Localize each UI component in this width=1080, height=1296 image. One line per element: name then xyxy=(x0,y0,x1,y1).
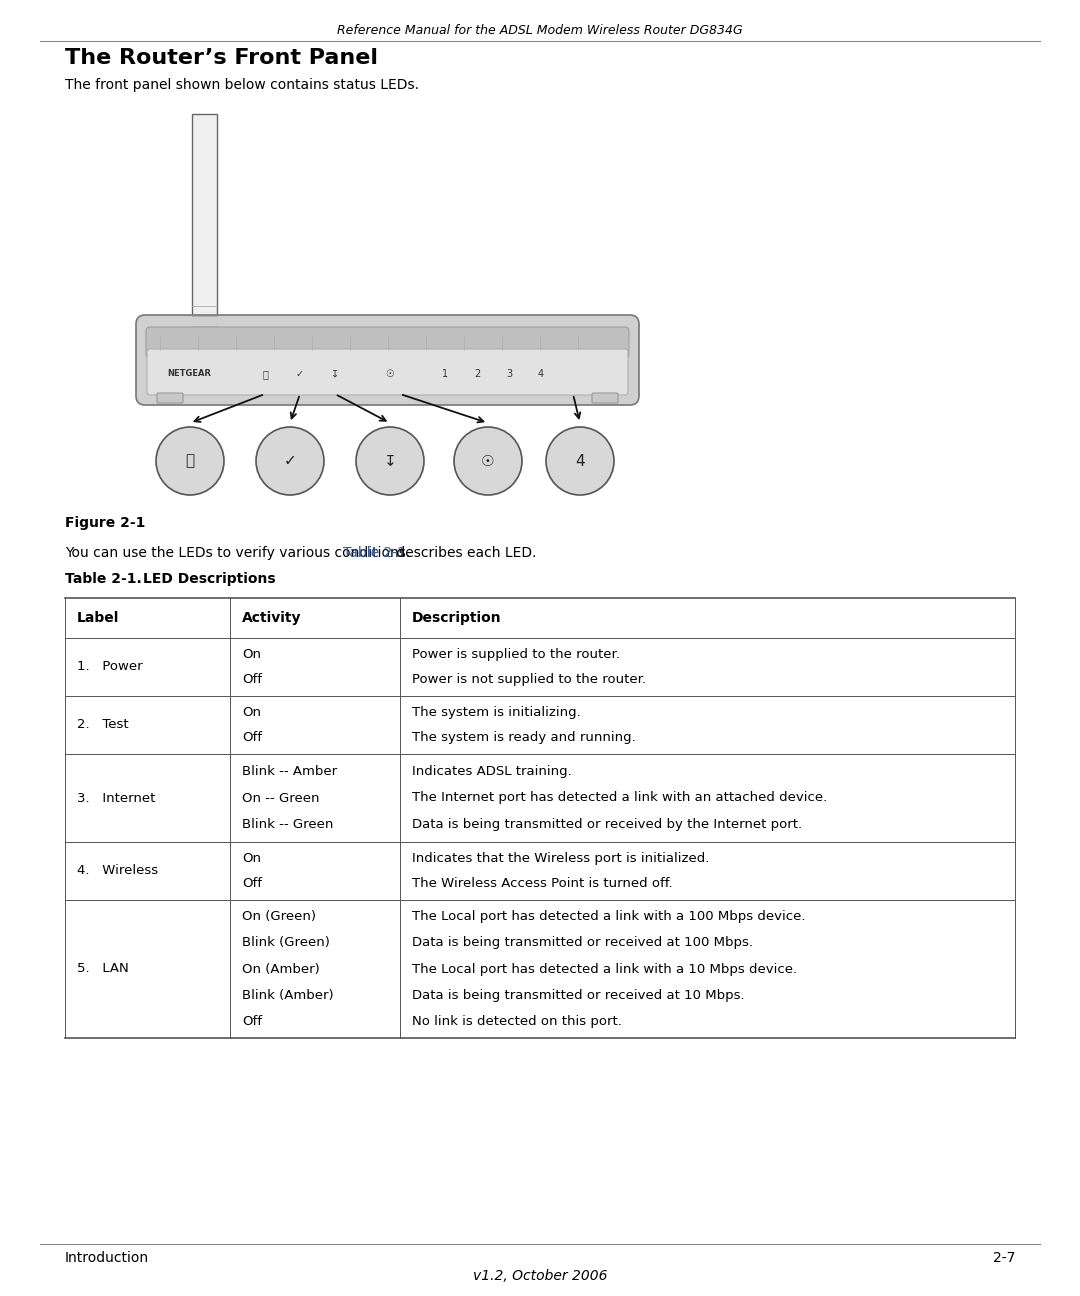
Text: 3.   Internet: 3. Internet xyxy=(77,792,156,805)
Text: The Internet port has detected a link with an attached device.: The Internet port has detected a link wi… xyxy=(411,792,827,805)
Text: ⏻: ⏻ xyxy=(186,454,194,468)
Circle shape xyxy=(156,426,224,495)
Circle shape xyxy=(256,426,324,495)
Text: No link is detected on this port.: No link is detected on this port. xyxy=(411,1015,622,1028)
Bar xyxy=(65,597,1015,1038)
Text: Data is being transmitted or received at 10 Mbps.: Data is being transmitted or received at… xyxy=(411,989,744,1002)
FancyBboxPatch shape xyxy=(157,393,183,403)
Text: On: On xyxy=(242,648,261,661)
Text: describes each LED.: describes each LED. xyxy=(392,546,537,560)
Text: Off: Off xyxy=(242,877,262,890)
Text: The Wireless Access Point is turned off.: The Wireless Access Point is turned off. xyxy=(411,877,673,890)
FancyBboxPatch shape xyxy=(146,327,629,358)
Text: LED Descriptions: LED Descriptions xyxy=(143,572,275,586)
Text: Off: Off xyxy=(242,1015,262,1028)
Text: Blink -- Amber: Blink -- Amber xyxy=(242,765,337,778)
Text: 1: 1 xyxy=(442,369,448,378)
Text: 4: 4 xyxy=(576,454,584,468)
Text: The system is initializing.: The system is initializing. xyxy=(411,706,581,719)
Text: Data is being transmitted or received at 100 Mbps.: Data is being transmitted or received at… xyxy=(411,937,753,950)
Text: 2: 2 xyxy=(474,369,481,378)
Text: Table 2-1: Table 2-1 xyxy=(343,546,406,560)
Text: On (Green): On (Green) xyxy=(242,910,316,924)
Text: Blink (Green): Blink (Green) xyxy=(242,937,329,950)
Text: ↧: ↧ xyxy=(383,454,396,468)
Text: Reference Manual for the ADSL Modem Wireless Router DG834G: Reference Manual for the ADSL Modem Wire… xyxy=(337,25,743,38)
Text: 3: 3 xyxy=(505,369,512,378)
Text: Description: Description xyxy=(411,610,501,625)
Text: Data is being transmitted or received by the Internet port.: Data is being transmitted or received by… xyxy=(411,818,802,831)
FancyBboxPatch shape xyxy=(192,114,217,334)
Text: ☉: ☉ xyxy=(386,369,394,378)
Text: 5.   LAN: 5. LAN xyxy=(77,963,129,976)
Text: 1.   Power: 1. Power xyxy=(77,661,143,674)
Text: Introduction: Introduction xyxy=(65,1251,149,1265)
Text: On (Amber): On (Amber) xyxy=(242,963,320,976)
Text: Power is not supplied to the router.: Power is not supplied to the router. xyxy=(411,673,646,686)
Text: The front panel shown below contains status LEDs.: The front panel shown below contains sta… xyxy=(65,78,419,92)
Text: Label: Label xyxy=(77,610,120,625)
FancyBboxPatch shape xyxy=(136,315,639,404)
Circle shape xyxy=(454,426,522,495)
Text: On: On xyxy=(242,706,261,719)
Text: NETGEAR: NETGEAR xyxy=(167,369,211,378)
Text: 2.   Test: 2. Test xyxy=(77,718,129,731)
Text: ↧: ↧ xyxy=(330,369,339,378)
Text: The system is ready and running.: The system is ready and running. xyxy=(411,731,636,744)
FancyBboxPatch shape xyxy=(147,349,627,395)
Text: Blink -- Green: Blink -- Green xyxy=(242,818,334,831)
Text: The Local port has detected a link with a 10 Mbps device.: The Local port has detected a link with … xyxy=(411,963,797,976)
Circle shape xyxy=(356,426,424,495)
Text: ☉: ☉ xyxy=(482,454,495,468)
Text: Blink (Amber): Blink (Amber) xyxy=(242,989,334,1002)
Text: On -- Green: On -- Green xyxy=(242,792,320,805)
Text: Off: Off xyxy=(242,731,262,744)
Circle shape xyxy=(546,426,615,495)
Text: Power is supplied to the router.: Power is supplied to the router. xyxy=(411,648,620,661)
Text: Indicates that the Wireless port is initialized.: Indicates that the Wireless port is init… xyxy=(411,851,710,864)
Text: ⏻: ⏻ xyxy=(262,369,268,378)
FancyBboxPatch shape xyxy=(592,393,618,403)
Text: 4.   Wireless: 4. Wireless xyxy=(77,864,158,877)
Text: ✓: ✓ xyxy=(296,369,305,378)
Text: ✓: ✓ xyxy=(284,454,296,468)
Text: Activity: Activity xyxy=(242,610,301,625)
Text: Figure 2-1: Figure 2-1 xyxy=(65,516,146,530)
Text: The Local port has detected a link with a 100 Mbps device.: The Local port has detected a link with … xyxy=(411,910,806,924)
Text: Indicates ADSL training.: Indicates ADSL training. xyxy=(411,765,571,778)
Text: The Router’s Front Panel: The Router’s Front Panel xyxy=(65,48,378,67)
Text: Table 2-1.: Table 2-1. xyxy=(65,572,141,586)
Text: Off: Off xyxy=(242,673,262,686)
Text: v1.2, October 2006: v1.2, October 2006 xyxy=(473,1269,607,1283)
Text: On: On xyxy=(242,851,261,864)
Text: You can use the LEDs to verify various conditions.: You can use the LEDs to verify various c… xyxy=(65,546,415,560)
Text: 2-7: 2-7 xyxy=(993,1251,1015,1265)
Text: 4: 4 xyxy=(538,369,544,378)
